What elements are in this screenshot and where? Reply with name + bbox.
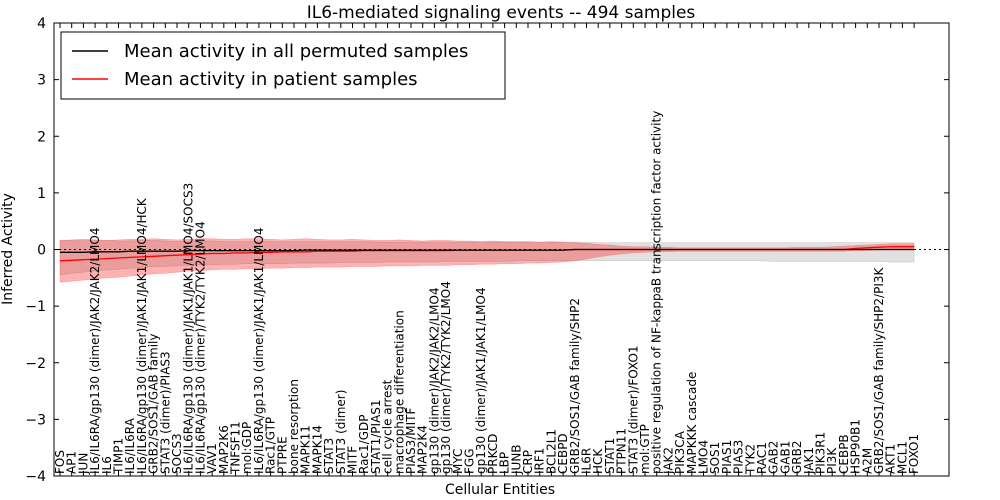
category-label: PTPRE — [275, 436, 289, 474]
plot-frame — [53, 22, 950, 477]
legend-label-patient: Mean activity in patient samples — [124, 69, 418, 90]
category-label: SOS1 — [708, 442, 722, 474]
category-label: IL6/IL6RA/gp130 (dimer)/JAK1/JAK1/LMO4/S… — [182, 183, 196, 474]
category-label: JAK1 — [802, 447, 816, 475]
category-label: MAPKKK cascade — [685, 372, 699, 474]
category-label: AP1 — [65, 451, 79, 474]
category-label: positive regulation of NF-kappaB transcr… — [650, 111, 664, 474]
category-label: bone resorption — [287, 379, 301, 474]
y-tick-label: −3 — [25, 412, 46, 428]
category-label: gp130 (dimer)/JAK1/JAK1/LMO4 — [474, 287, 488, 474]
category-label: IL6/IL6RA/gp130 (dimer)/JAK1/JAK1/LMO4/H… — [135, 197, 149, 474]
category-label: Rac1/GDP — [357, 415, 371, 474]
y-tick-label: 1 — [37, 186, 46, 202]
chart-title: IL6-mediated signaling events -- 494 sam… — [307, 3, 696, 23]
category-label: STAT1/PIAS1 — [369, 399, 383, 474]
category-label: PIAS3 — [732, 440, 746, 474]
category-label: HCK — [591, 448, 605, 474]
category-label: PIK3CA — [673, 430, 687, 474]
category-label: IL6R — [580, 448, 594, 474]
category-label: GRB2/SOS1/GAB family/SHP2/PI3K — [872, 266, 886, 474]
category-label: HSP90B1 — [849, 419, 863, 474]
legend-box — [60, 31, 506, 100]
category-label: GAB1 — [778, 441, 792, 474]
category-label: STAT1 — [603, 438, 617, 474]
category-label: GRB2 — [790, 440, 804, 474]
category-label: VAV1 — [205, 443, 219, 474]
category-label: mol:GDP — [240, 422, 254, 474]
y-tick-label: 4 — [37, 16, 46, 32]
x-axis-label: Cellular Entities — [445, 482, 555, 498]
category-label: PRKCD — [486, 434, 500, 474]
category-label: CRP — [521, 450, 535, 474]
category-label: IL6 — [100, 456, 114, 474]
category-label: FOS — [53, 450, 67, 474]
legend-label-permuted: Mean activity in all permuted samples — [124, 41, 468, 62]
category-label: JUN — [76, 453, 90, 475]
category-label: Rac1/GTP — [264, 417, 278, 474]
category-label: CEBPB — [837, 434, 851, 474]
category-label: SOCS3 — [170, 433, 184, 474]
category-label: MAP2K6 — [217, 425, 231, 474]
category-label: MYC — [451, 449, 465, 474]
category-label: GAB2 — [767, 441, 781, 474]
category-label: MAPK14 — [310, 425, 324, 474]
category-label: PI3K — [825, 447, 839, 474]
category-label: CEBPD — [556, 433, 570, 474]
category-label: LBP — [498, 452, 512, 474]
y-tick-label: 0 — [37, 243, 46, 259]
category-label: gp130 (dimer)/TYK2/TYK2/LMO4 — [439, 281, 453, 474]
y-tick-label: 2 — [37, 129, 46, 145]
category-label: PTPN11 — [615, 428, 629, 474]
category-label: A2M — [860, 448, 874, 474]
category-label: BCL2L1 — [544, 429, 558, 474]
category-label: JUNB — [509, 444, 523, 475]
category-label: STAT3 — [322, 438, 336, 474]
y-tick-label: −4 — [25, 469, 46, 485]
category-label: MAP2K4 — [416, 425, 430, 474]
legend: Mean activity in all permuted samples Me… — [60, 31, 506, 100]
category-label: MITF — [346, 446, 360, 474]
y-tick-label: 3 — [37, 73, 46, 89]
y-tick-label: −2 — [25, 356, 46, 372]
category-label: GRB2/SOS1/GAB family/SHP2 — [568, 298, 582, 474]
y-axis-label: Inferred Activity — [0, 193, 16, 305]
band-mean-activity-in-all-permuted-samples — [59, 239, 915, 276]
category-label: IL6/IL6RA/gp130 (dimer)/JAK1/JAK1/LMO4 — [252, 228, 266, 474]
category-label: FOXO1 — [907, 434, 921, 474]
category-label: STAT3 (dimer)/PIAS3 — [158, 351, 172, 474]
category-label: cell cycle arrest — [381, 379, 395, 474]
category-label: GRB2/SOS1/GAB family — [147, 334, 161, 475]
axis-ticks: −4 −3 −2 −1 0 1 2 3 4 — [25, 16, 949, 485]
category-label: TIMP1 — [112, 438, 126, 475]
category-label: TNFSF11 — [229, 421, 243, 475]
category-label: FGG — [463, 449, 477, 475]
category-label: IRF1 — [533, 448, 547, 474]
y-tick-label: −1 — [25, 299, 46, 315]
category-label: gp130 (dimer)/JAK2/JAK2/LMO4 — [427, 287, 441, 474]
series-lines — [59, 246, 915, 262]
category-label: MAPK11 — [299, 425, 313, 474]
category-label: mol:GTP — [638, 424, 652, 474]
category-label: RAC1 — [755, 442, 769, 474]
category-label: TYK2 — [743, 444, 757, 475]
category-label: IL6/IL6RA/gp130 (dimer)/JAK2/JAK2/LMO4 — [88, 228, 102, 474]
category-label: JAK2 — [661, 447, 675, 475]
category-label: PIK3R1 — [814, 432, 828, 474]
category-label: macrophage differentiation — [392, 310, 406, 474]
category-label: MCL1 — [895, 441, 909, 474]
category-label: IL6/IL6RA — [123, 417, 137, 474]
category-label: IL6/IL6RA/gp130 (dimer)/TYK2/TYK2/LMO4 — [193, 221, 207, 474]
category-label: PIAS1 — [720, 440, 734, 474]
category-label: STAT3 (dimer) — [334, 390, 348, 474]
category-label: PIAS3/MITF — [404, 407, 418, 474]
category-label: LMO4 — [697, 440, 711, 474]
series-line-mean-activity-in-all-permuted-samples — [60, 248, 915, 253]
category-label: STAT3 (dimer)/FOXO1 — [626, 345, 640, 474]
category-label: AKT1 — [884, 444, 898, 474]
